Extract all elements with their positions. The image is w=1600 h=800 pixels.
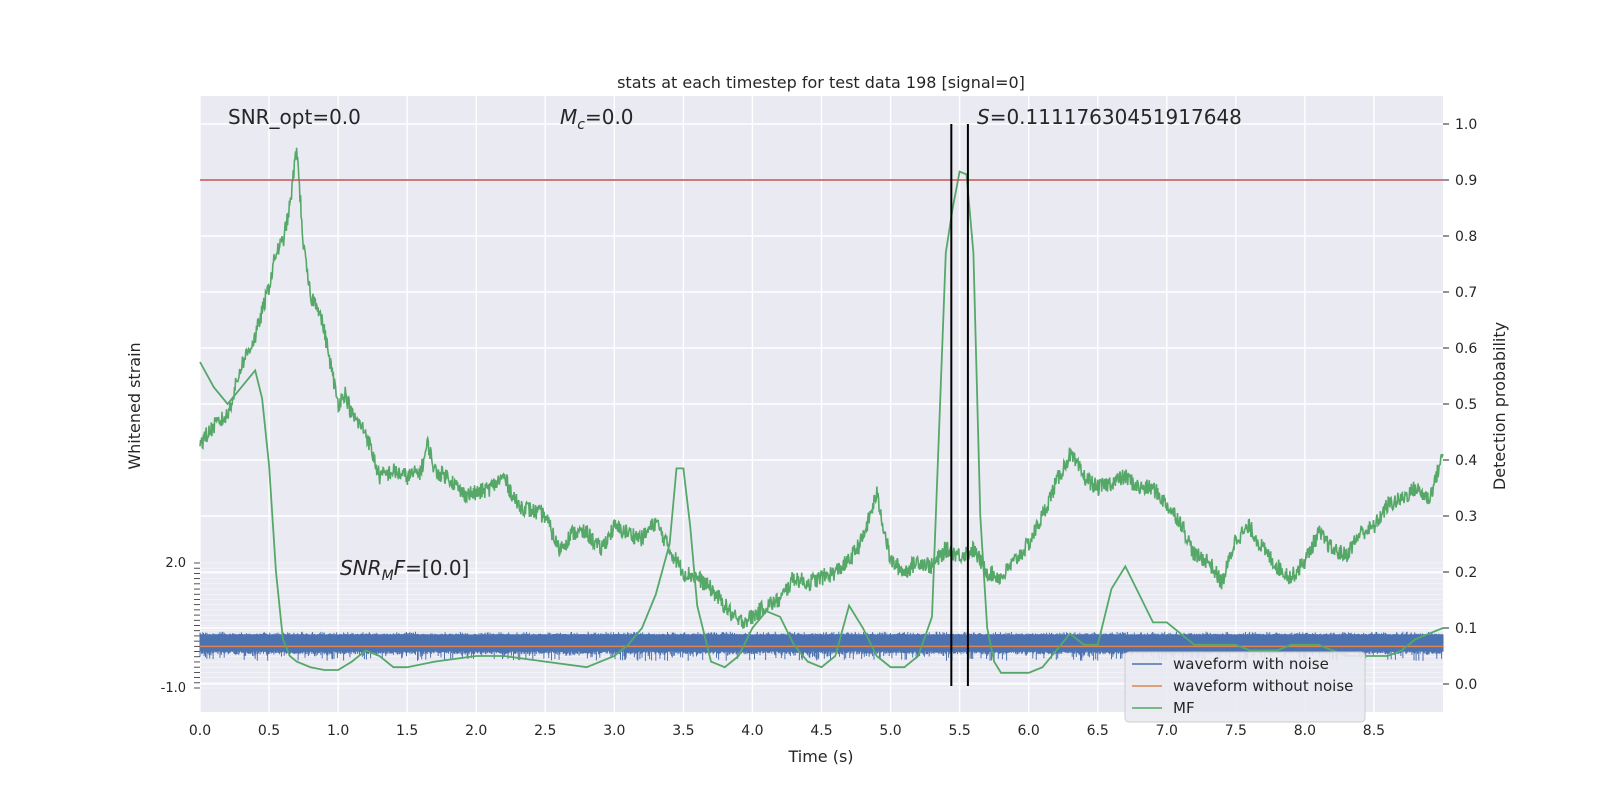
overlays [200, 124, 1443, 686]
y-right-tick-label: 0.0 [1455, 677, 1477, 693]
x-tick-label: 2.0 [465, 723, 487, 739]
y-right-tick-label: 0.5 [1455, 397, 1477, 413]
mc-annotation: Mc=0.0 [560, 105, 634, 133]
mc-subscript: c [577, 117, 585, 133]
x-tick-label: 1.5 [396, 723, 418, 739]
x-tick-label: 0.5 [258, 723, 280, 739]
x-tick-label: 7.0 [1156, 723, 1178, 739]
waveform-with-noise-core [200, 634, 1443, 652]
x-tick-label: 0.0 [189, 723, 211, 739]
legend-label-mf: MF [1173, 699, 1195, 717]
s-annotation: S=0.11117630451917648 [977, 105, 1242, 129]
y-axis-right-label: Detection probability [1490, 322, 1509, 490]
legend-box [1124, 651, 1366, 723]
x-tick-label: 6.0 [1018, 723, 1040, 739]
x-tick-label: 1.0 [327, 723, 349, 739]
legend: waveform with noise waveform without noi… [1124, 651, 1366, 723]
snr-mf-value: =[0.0] [405, 556, 469, 580]
x-tick-label: 5.0 [879, 723, 901, 739]
x-tick-label: 5.5 [948, 723, 970, 739]
mf-traces [199, 147, 1444, 674]
legend-label-noise: waveform with noise [1173, 655, 1329, 673]
chart-title: stats at each timestep for test data 198… [617, 73, 1025, 92]
grid [199, 96, 1443, 712]
x-tick-label: 6.5 [1087, 723, 1109, 739]
y-right-tick-label: 0.8 [1455, 229, 1477, 245]
x-tick-label: 3.5 [672, 723, 694, 739]
strain-traces [199, 631, 1444, 661]
x-tick-label: 4.5 [810, 723, 832, 739]
mc-prefix: M [560, 105, 577, 129]
y-right-tick-label: 0.3 [1455, 509, 1477, 525]
legend-label-clean: waveform without noise [1173, 677, 1353, 695]
x-tick-label: 7.5 [1225, 723, 1247, 739]
s-prefix: S [977, 105, 990, 129]
left-axis-ticks: 2.0 -1.0 [161, 556, 200, 696]
y-axis-left-label: Whitened strain [125, 342, 144, 469]
x-tick-label: 3.0 [603, 723, 625, 739]
y-right-tick-label: 0.1 [1455, 621, 1477, 637]
x-tick-label: 8.5 [1363, 723, 1385, 739]
left-tick-label-bottom: -1.0 [161, 681, 186, 696]
x-tick-label: 2.5 [534, 723, 556, 739]
s-value: =0.11117630451917648 [990, 105, 1242, 129]
y-axis-right: 0.0 0.1 0.2 0.3 0.4 0.5 0.6 0.7 0.8 0.9 1.0 [1443, 117, 1477, 693]
y-right-tick-label: 0.2 [1455, 565, 1477, 581]
snr-mf-annotation: SNRMF=[0.0] [340, 556, 469, 584]
snr-opt-annotation: SNR_opt=0.0 [228, 105, 361, 129]
y-right-tick-label: 0.4 [1455, 453, 1477, 469]
snr-mf-prefix: SNR [340, 556, 382, 580]
mc-value: =0.0 [585, 105, 634, 129]
x-tick-label: 4.0 [741, 723, 763, 739]
x-axis-label: Time (s) [787, 747, 853, 766]
snr-mf-mid: F [394, 556, 406, 580]
y-right-tick-label: 0.9 [1455, 173, 1477, 189]
y-right-tick-label: 0.7 [1455, 285, 1477, 301]
y-right-tick-label: 1.0 [1455, 117, 1477, 133]
y-right-tick-label: 0.6 [1455, 341, 1477, 357]
left-tick-label-top: 2.0 [165, 556, 186, 571]
x-axis: 0.0 0.5 1.0 1.5 2.0 2.5 3.0 3.5 4.0 4.5 5.0 5.5 6.0 6… [189, 723, 1385, 739]
x-tick-label: 8.0 [1294, 723, 1316, 739]
mf-smooth-line [199, 170, 1444, 674]
snr-mf-subscript: M [382, 568, 394, 584]
mf-noisy-line [199, 147, 1444, 629]
